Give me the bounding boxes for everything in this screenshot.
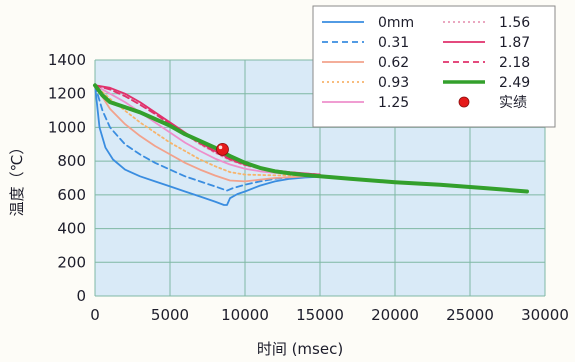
x-tick-label: 15000 <box>296 306 344 324</box>
series-line <box>94 84 321 183</box>
y-tick-label: 600 <box>57 186 86 204</box>
x-tick-label: 25000 <box>446 306 494 324</box>
series-line <box>94 84 321 176</box>
y-tick-label: 200 <box>57 253 86 271</box>
x-tick-label: 0 <box>90 306 100 324</box>
legend-label: 0.62 <box>378 55 409 71</box>
series-line <box>94 84 321 206</box>
x-axis-label: 时间 (msec) <box>257 340 343 358</box>
x-tick-label: 10000 <box>221 306 269 324</box>
actual-points <box>216 142 229 156</box>
x-tick-label: 20000 <box>371 306 419 324</box>
x-tick-labels: 0 5000 10000 15000 20000 25000 30000 <box>90 306 569 324</box>
legend-label: 1.56 <box>499 15 530 31</box>
y-axis-label: 温度（℃） <box>8 140 26 217</box>
legend-label: 0mm <box>378 15 414 31</box>
legend-label: 实绩 <box>499 95 527 111</box>
legend-label: 2.49 <box>499 75 530 91</box>
legend-label: 1.25 <box>378 95 409 111</box>
y-tick-label: 1400 <box>48 51 86 69</box>
y-tick-labels: 0 200 400 600 800 1000 1200 1400 <box>48 51 86 305</box>
legend-label: 1.87 <box>499 35 530 51</box>
legend-label: 2.18 <box>499 55 530 71</box>
series-layer <box>93 83 529 206</box>
y-tick-label: 400 <box>57 220 86 238</box>
y-tick-label: 1000 <box>48 118 86 136</box>
x-tick-label: 30000 <box>521 306 569 324</box>
x-tick-label: 5000 <box>151 306 189 324</box>
legend-label: 0.93 <box>378 75 409 91</box>
legend: 0mm 0.31 0.62 0.93 1.25 1.56 1.87 2.18 2.49 实绩 <box>312 5 556 128</box>
legend-swatch <box>458 96 470 108</box>
actual-point-highlight <box>218 145 223 150</box>
legend-box <box>312 5 556 128</box>
y-tick-label: 800 <box>57 152 86 170</box>
series-line <box>94 84 321 177</box>
y-tick-label: 1200 <box>48 85 86 103</box>
series-line <box>93 83 529 194</box>
legend-label: 0.31 <box>378 35 409 51</box>
y-tick-label: 0 <box>76 287 86 305</box>
actual-point <box>216 142 229 156</box>
